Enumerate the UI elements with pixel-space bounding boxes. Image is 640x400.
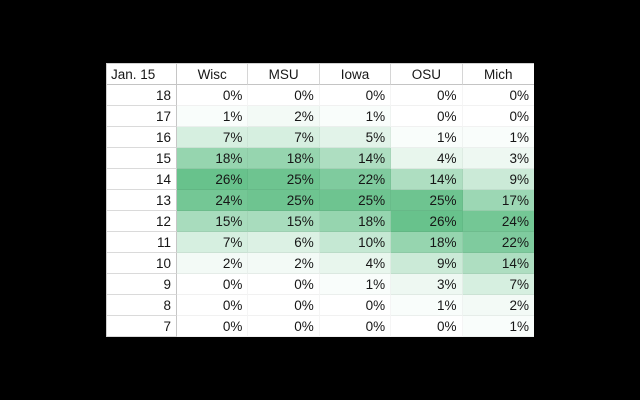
value-cell: 2% xyxy=(177,253,249,274)
value-cell: 0% xyxy=(462,106,534,127)
table-row: 12 15% 15% 18% 26% 24% xyxy=(107,211,534,232)
table-row: 7 0% 0% 0% 0% 1% xyxy=(107,316,534,337)
value-cell: 0% xyxy=(391,106,463,127)
value-cell: 7% xyxy=(462,274,534,295)
value-cell: 14% xyxy=(319,148,392,169)
value-cell: 2% xyxy=(248,106,320,127)
value-cell: 25% xyxy=(319,190,392,211)
column-header-wisc: Wisc xyxy=(177,64,249,85)
value-cell: 4% xyxy=(391,148,463,169)
value-cell: 3% xyxy=(391,274,463,295)
table-row: 17 1% 2% 1% 0% 0% xyxy=(107,106,534,127)
value-cell: 0% xyxy=(248,85,320,106)
column-header-osu: OSU xyxy=(391,64,463,85)
table-row: 9 0% 0% 1% 3% 7% xyxy=(107,274,534,295)
value-cell: 0% xyxy=(391,316,463,337)
value-cell: 6% xyxy=(248,232,320,253)
value-cell: 0% xyxy=(248,274,320,295)
corner-date-label: Jan. 15 xyxy=(107,64,177,85)
column-header-mich: Mich xyxy=(462,64,534,85)
value-cell: 1% xyxy=(177,106,249,127)
row-label: 18 xyxy=(107,85,177,106)
value-cell: 0% xyxy=(177,316,249,337)
value-cell: 0% xyxy=(319,316,392,337)
heatmap-table: Jan. 15 Wisc MSU Iowa OSU Mich 18 0% 0% 0% 0% 0% 1… xyxy=(106,63,534,337)
row-label: 13 xyxy=(107,190,177,211)
value-cell: 17% xyxy=(462,190,534,211)
value-cell: 25% xyxy=(248,169,320,190)
value-cell: 0% xyxy=(462,85,534,106)
row-label: 9 xyxy=(107,274,177,295)
value-cell: 0% xyxy=(177,85,249,106)
row-label: 16 xyxy=(107,127,177,148)
row-label: 17 xyxy=(107,106,177,127)
row-label: 7 xyxy=(107,316,177,337)
row-label: 12 xyxy=(107,211,177,232)
value-cell: 26% xyxy=(177,169,249,190)
value-cell: 1% xyxy=(462,316,534,337)
value-cell: 1% xyxy=(319,274,392,295)
row-label: 14 xyxy=(107,169,177,190)
table-row: 15 18% 18% 14% 4% 3% xyxy=(107,148,534,169)
value-cell: 18% xyxy=(177,148,249,169)
table-row: 18 0% 0% 0% 0% 0% xyxy=(107,85,534,106)
table-row: 14 26% 25% 22% 14% 9% xyxy=(107,169,534,190)
value-cell: 3% xyxy=(462,148,534,169)
value-cell: 9% xyxy=(391,253,463,274)
value-cell: 7% xyxy=(177,232,249,253)
value-cell: 7% xyxy=(248,127,320,148)
value-cell: 15% xyxy=(248,211,320,232)
row-label: 8 xyxy=(107,295,177,316)
value-cell: 9% xyxy=(462,169,534,190)
value-cell: 22% xyxy=(462,232,534,253)
value-cell: 0% xyxy=(391,85,463,106)
column-header-msu: MSU xyxy=(248,64,320,85)
value-cell: 1% xyxy=(319,106,392,127)
table-row: 13 24% 25% 25% 25% 17% xyxy=(107,190,534,211)
value-cell: 5% xyxy=(319,127,392,148)
value-cell: 24% xyxy=(177,190,249,211)
value-cell: 0% xyxy=(319,85,392,106)
value-cell: 0% xyxy=(177,295,249,316)
table-row: 8 0% 0% 0% 1% 2% xyxy=(107,295,534,316)
value-cell: 15% xyxy=(177,211,249,232)
value-cell: 0% xyxy=(248,295,320,316)
value-cell: 18% xyxy=(319,211,392,232)
column-header-iowa: Iowa xyxy=(319,64,392,85)
value-cell: 10% xyxy=(319,232,392,253)
value-cell: 0% xyxy=(319,295,392,316)
value-cell: 14% xyxy=(462,253,534,274)
row-label: 10 xyxy=(107,253,177,274)
value-cell: 22% xyxy=(319,169,392,190)
value-cell: 2% xyxy=(462,295,534,316)
table-row: 16 7% 7% 5% 1% 1% xyxy=(107,127,534,148)
row-label: 15 xyxy=(107,148,177,169)
value-cell: 4% xyxy=(319,253,392,274)
value-cell: 1% xyxy=(391,127,463,148)
row-label: 11 xyxy=(107,232,177,253)
value-cell: 0% xyxy=(248,316,320,337)
header-row: Jan. 15 Wisc MSU Iowa OSU Mich xyxy=(107,64,534,85)
value-cell: 25% xyxy=(248,190,320,211)
value-cell: 1% xyxy=(462,127,534,148)
value-cell: 1% xyxy=(391,295,463,316)
value-cell: 26% xyxy=(391,211,463,232)
value-cell: 0% xyxy=(177,274,249,295)
table-row: 11 7% 6% 10% 18% 22% xyxy=(107,232,534,253)
value-cell: 18% xyxy=(391,232,463,253)
table-row: 10 2% 2% 4% 9% 14% xyxy=(107,253,534,274)
value-cell: 24% xyxy=(462,211,534,232)
value-cell: 14% xyxy=(391,169,463,190)
value-cell: 2% xyxy=(248,253,320,274)
value-cell: 7% xyxy=(177,127,249,148)
value-cell: 18% xyxy=(248,148,320,169)
value-cell: 25% xyxy=(391,190,463,211)
